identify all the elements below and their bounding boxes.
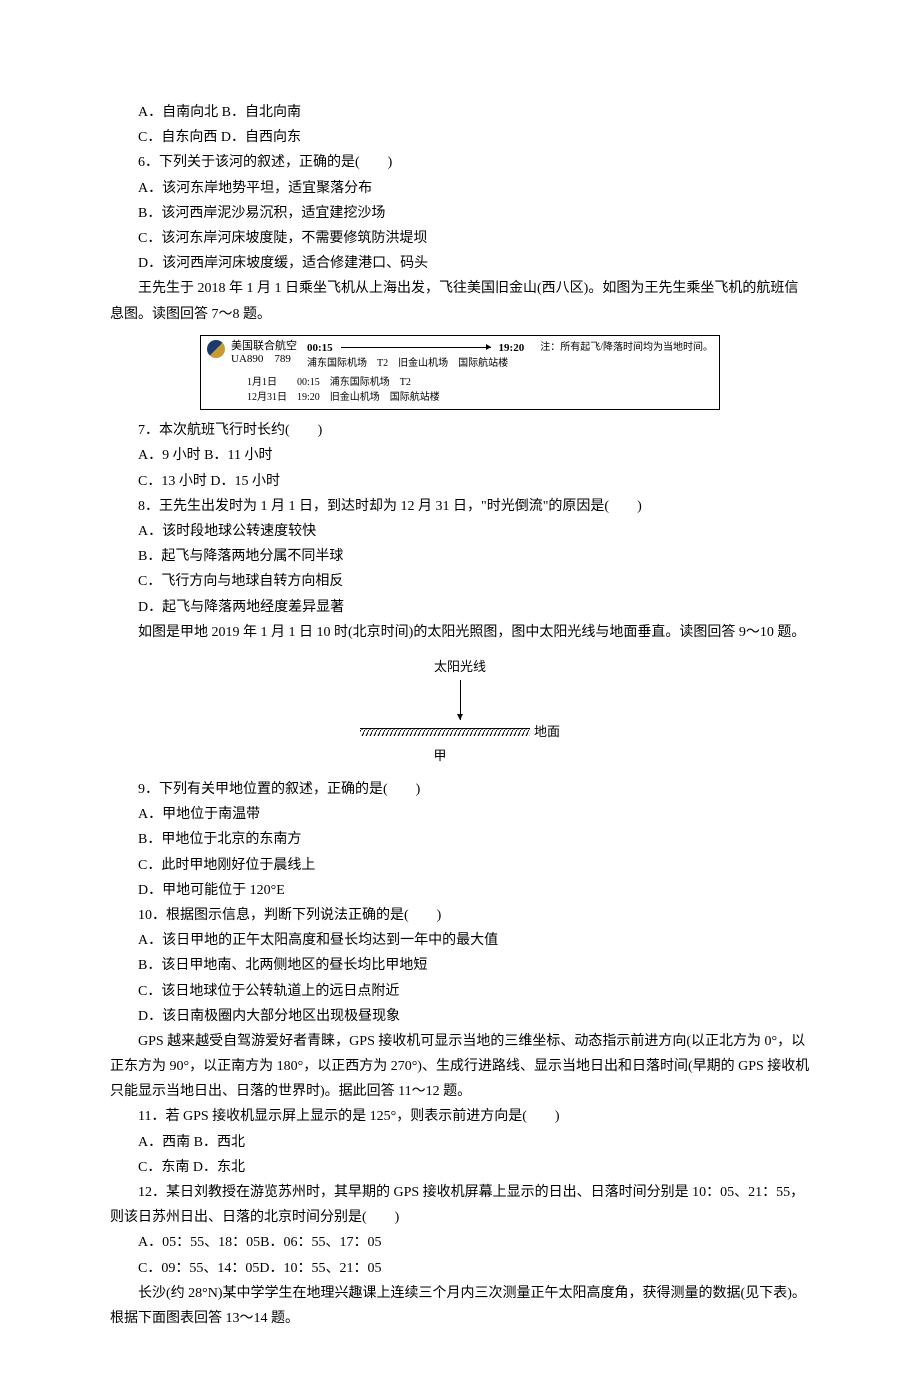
q9-d: D．甲地可能位于 120°E [110, 878, 810, 903]
ground-hatch-icon [360, 728, 530, 736]
q10-d: D．该日南极圈内大部分地区出现极昼现象 [110, 1004, 810, 1029]
q7-c: C．13 小时 [138, 474, 207, 489]
q7-d: D．15 小时 [210, 474, 280, 489]
flight-arr-airport: 旧金山机场 国际航站楼 [398, 358, 508, 369]
flight-airline: 美国联合航空 [231, 340, 297, 353]
q10-b: B．该日甲地南、北两侧地区的昼长均比甲地短 [110, 953, 810, 978]
ground-label: 地面 [534, 720, 560, 743]
flight-airports: 浦东国际机场 T2 旧金山机场 国际航站楼 [307, 356, 524, 371]
q9-stem: 9．下列有关甲地位置的叙述，正确的是( ) [110, 777, 810, 802]
passage-13-14: 长沙(约 28°N)某中学学生在地理兴趣课上连续三个月内三次测量正午太阳高度角，… [110, 1281, 810, 1331]
q10-c: C．该日地球位于公转轨道上的远日点附近 [110, 979, 810, 1004]
q12-b: B．06：55、17：05 [260, 1235, 381, 1250]
flight-times: 00:15 19:20 [307, 340, 524, 357]
flight-arr-time: 19:20 [499, 340, 525, 357]
q5-d: D．自西向东 [221, 130, 301, 145]
q11-d: D．东北 [193, 1160, 245, 1175]
flight-dep-time: 00:15 [307, 340, 333, 357]
q7-stem: 7．本次航班飞行时长约( ) [110, 418, 810, 443]
airline-globe-icon [207, 340, 225, 358]
q12-options-cd: C．09：55、14：05D．10：55、21：05 [110, 1256, 810, 1281]
flight-info-box: 美国联合航空 UA890 789 00:15 19:20 浦东国际机场 T2 旧… [200, 335, 720, 411]
q11-b: B．西北 [194, 1135, 245, 1150]
q11-options-ab: A．西南 B．西北 [110, 1130, 810, 1155]
q9-a: A．甲地位于南温带 [110, 802, 810, 827]
q9-c: C．此时甲地刚好位于晨线上 [110, 853, 810, 878]
q12-d: D．10：55、21：05 [259, 1261, 381, 1276]
q5-options-cd: C．自东向西 D．自西向东 [110, 125, 810, 150]
flight-number: UA890 789 [231, 353, 297, 366]
q12-stem: 12．某日刘教授在游览苏州时，其早期的 GPS 接收机屏幕上显示的日出、日落时间… [110, 1180, 810, 1230]
q10-a: A．该日甲地的正午太阳高度和昼长均达到一年中的最大值 [110, 928, 810, 953]
arrow-right-icon [341, 347, 491, 348]
passage-11-12: GPS 越来越受自驾游爱好者青睐，GPS 接收机可显示当地的三维坐标、动态指示前… [110, 1029, 810, 1105]
q11-stem: 11．若 GPS 接收机显示屏上显示的是 125°，则表示前进方向是( ) [110, 1104, 810, 1129]
q8-d: D．起飞与降落两地经度差异显著 [110, 595, 810, 620]
flight-main: 美国联合航空 UA890 789 00:15 19:20 浦东国际机场 T2 旧… [231, 340, 713, 372]
q8-c: C．飞行方向与地球自转方向相反 [110, 569, 810, 594]
passage-9-10: 如图是甲地 2019 年 1 月 1 日 10 时(北京时间)的太阳光照图，图中… [110, 620, 810, 645]
ground-row: 地面 [330, 720, 590, 743]
q7-options-ab: A．9 小时 B．11 小时 [110, 443, 810, 468]
q7-options-cd: C．13 小时 D．15 小时 [110, 469, 810, 494]
arrow-down-icon [460, 680, 461, 720]
sun-diagram: 太阳光线 地面 甲 [330, 655, 590, 767]
q10-stem: 10．根据图示信息，判断下列说法正确的是( ) [110, 903, 810, 928]
flight-rows: 1月1日 00:15 浦东国际机场 T2 12月31日 19:20 旧金山机场 … [207, 375, 713, 405]
flight-dep-airport: 浦东国际机场 T2 [307, 358, 388, 369]
passage-7-8: 王先生于 2018 年 1 月 1 日乘坐飞机从上海出发，飞往美国旧金山(西八区… [110, 276, 810, 326]
q8-stem: 8．王先生出发时为 1 月 1 日，到达时却为 12 月 31 日，"时光倒流"… [110, 494, 810, 519]
q5-options-ab: A．自南向北 B．自北向南 [110, 100, 810, 125]
q6-stem: 6．下列关于该河的叙述，正确的是( ) [110, 150, 810, 175]
q7-a: A．9 小时 [138, 448, 201, 463]
jia-label: 甲 [433, 744, 446, 767]
q11-options-cd: C．东南 D．东北 [110, 1155, 810, 1180]
flight-row2: 12月31日 19:20 旧金山机场 国际航站楼 [247, 390, 713, 405]
flight-logo [207, 340, 225, 359]
q12-c: C．09：55、14：05 [138, 1261, 259, 1276]
flight-note: 注：所有起飞/降落时间均为当地时间。 [540, 340, 713, 355]
flight-row1: 1月1日 00:15 浦东国际机场 T2 [247, 375, 713, 390]
q5-b: B．自北向南 [222, 105, 301, 120]
jia-row: 甲 [330, 744, 590, 767]
q6-a: A．该河东岸地势平坦，适宜聚落分布 [110, 176, 810, 201]
q12-options-ab: A．05：55、18：05B．06：55、17：05 [110, 1230, 810, 1255]
q9-b: B．甲地位于北京的东南方 [110, 827, 810, 852]
q5-a: A．自南向北 [138, 105, 218, 120]
q12-a: A．05：55、18：05 [138, 1235, 260, 1250]
q6-d: D．该河西岸河床坡度缓，适合修建港口、码头 [110, 251, 810, 276]
q11-c: C．东南 [138, 1160, 189, 1175]
flight-top: 美国联合航空 UA890 789 00:15 19:20 浦东国际机场 T2 旧… [207, 340, 713, 372]
q8-b: B．起飞与降落两地分属不同半球 [110, 544, 810, 569]
flight-airline-row: 美国联合航空 UA890 789 00:15 19:20 浦东国际机场 T2 旧… [231, 340, 713, 372]
q8-a: A．该时段地球公转速度较快 [110, 519, 810, 544]
q6-c: C．该河东岸河床坡度陡，不需要修筑防洪堤坝 [110, 226, 810, 251]
q7-b: B．11 小时 [204, 448, 272, 463]
q11-a: A．西南 [138, 1135, 190, 1150]
q5-c: C．自东向西 [138, 130, 217, 145]
q6-b: B．该河西岸泥沙易沉积，适宜建挖沙场 [110, 201, 810, 226]
sun-label: 太阳光线 [330, 655, 590, 678]
